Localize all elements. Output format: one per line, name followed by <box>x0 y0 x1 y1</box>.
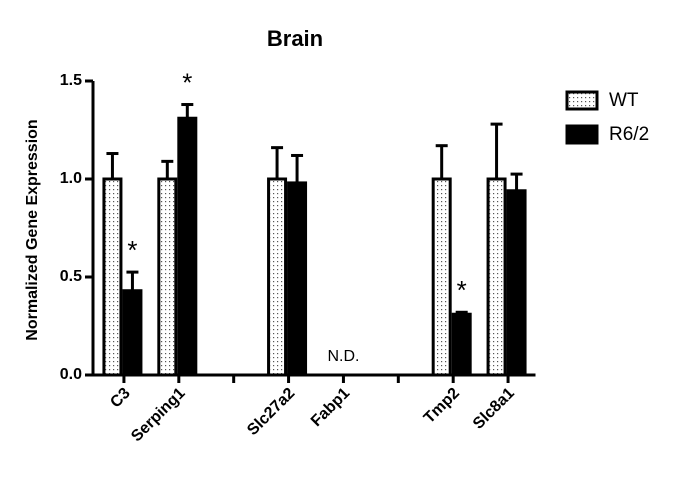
x-tick-label: C3 <box>107 385 134 412</box>
x-tick-label: Fabp1 <box>308 385 353 430</box>
annotation: * <box>127 235 137 265</box>
legend-swatch <box>565 124 599 145</box>
annotation: * <box>182 67 192 97</box>
bar <box>287 181 308 377</box>
x-tick-label: Serping1 <box>128 385 189 446</box>
bar <box>431 177 452 377</box>
legend-swatch <box>565 90 599 111</box>
bar <box>506 189 527 377</box>
y-tick-label: 1.5 <box>60 72 82 89</box>
x-tick-label: Slc8a1 <box>470 385 518 433</box>
bar <box>122 289 143 377</box>
y-tick-label: 1.0 <box>60 170 82 187</box>
y-tick-label: 0.5 <box>60 268 82 285</box>
annotation: * <box>457 275 467 305</box>
annotation: N.D. <box>327 348 359 365</box>
x-tick-label: Slc27a2 <box>244 385 298 439</box>
bar <box>177 116 198 377</box>
bar <box>451 312 472 377</box>
bar <box>102 177 123 377</box>
bar <box>267 177 288 377</box>
bar <box>486 177 507 377</box>
y-tick-label: 0.0 <box>60 366 82 383</box>
legend-label: WT <box>609 90 639 111</box>
legend-label: R6/2 <box>609 124 649 145</box>
chart-title: Brain <box>267 26 323 51</box>
bar <box>157 177 178 377</box>
x-tick-label: Tmp2 <box>421 385 463 427</box>
y-axis-label: Normalized Gene Expression <box>24 119 41 340</box>
